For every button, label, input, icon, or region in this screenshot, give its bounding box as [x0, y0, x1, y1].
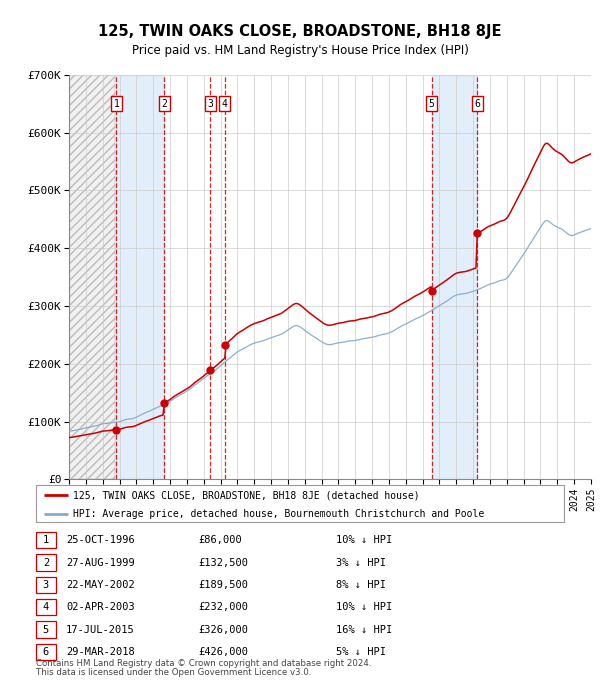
- Text: 29-MAR-2018: 29-MAR-2018: [66, 647, 135, 657]
- Text: 3: 3: [43, 580, 49, 590]
- Text: £132,500: £132,500: [198, 558, 248, 568]
- Text: 3% ↓ HPI: 3% ↓ HPI: [336, 558, 386, 568]
- Bar: [116, 75, 164, 479]
- Text: Contains HM Land Registry data © Crown copyright and database right 2024.: Contains HM Land Registry data © Crown c…: [36, 659, 371, 668]
- Text: 3: 3: [208, 99, 213, 109]
- Text: 5% ↓ HPI: 5% ↓ HPI: [336, 647, 386, 657]
- Text: 125, TWIN OAKS CLOSE, BROADSTONE, BH18 8JE (detached house): 125, TWIN OAKS CLOSE, BROADSTONE, BH18 8…: [73, 490, 419, 500]
- Text: 5: 5: [43, 624, 49, 634]
- Text: £326,000: £326,000: [198, 624, 248, 634]
- Text: 22-MAY-2002: 22-MAY-2002: [66, 580, 135, 590]
- Text: 4: 4: [43, 602, 49, 612]
- Text: 16% ↓ HPI: 16% ↓ HPI: [336, 624, 392, 634]
- Text: This data is licensed under the Open Government Licence v3.0.: This data is licensed under the Open Gov…: [36, 668, 311, 677]
- Text: £86,000: £86,000: [198, 535, 242, 545]
- Text: 25-OCT-1996: 25-OCT-1996: [66, 535, 135, 545]
- Text: £189,500: £189,500: [198, 580, 248, 590]
- Text: 17-JUL-2015: 17-JUL-2015: [66, 624, 135, 634]
- Text: 10% ↓ HPI: 10% ↓ HPI: [336, 535, 392, 545]
- Text: 10% ↓ HPI: 10% ↓ HPI: [336, 602, 392, 612]
- Text: 4: 4: [222, 99, 227, 109]
- Text: 8% ↓ HPI: 8% ↓ HPI: [336, 580, 386, 590]
- Bar: [432, 75, 477, 479]
- Text: £426,000: £426,000: [198, 647, 248, 657]
- Text: 02-APR-2003: 02-APR-2003: [66, 602, 135, 612]
- Text: £232,000: £232,000: [198, 602, 248, 612]
- Text: 1: 1: [113, 99, 119, 109]
- Text: 5: 5: [429, 99, 434, 109]
- Text: 6: 6: [474, 99, 480, 109]
- Text: 125, TWIN OAKS CLOSE, BROADSTONE, BH18 8JE: 125, TWIN OAKS CLOSE, BROADSTONE, BH18 8…: [98, 24, 502, 39]
- Text: 2: 2: [161, 99, 167, 109]
- Text: HPI: Average price, detached house, Bournemouth Christchurch and Poole: HPI: Average price, detached house, Bour…: [73, 509, 484, 519]
- Text: 6: 6: [43, 647, 49, 657]
- Text: Price paid vs. HM Land Registry's House Price Index (HPI): Price paid vs. HM Land Registry's House …: [131, 44, 469, 57]
- Text: 1: 1: [43, 535, 49, 545]
- Text: 2: 2: [43, 558, 49, 568]
- Text: 27-AUG-1999: 27-AUG-1999: [66, 558, 135, 568]
